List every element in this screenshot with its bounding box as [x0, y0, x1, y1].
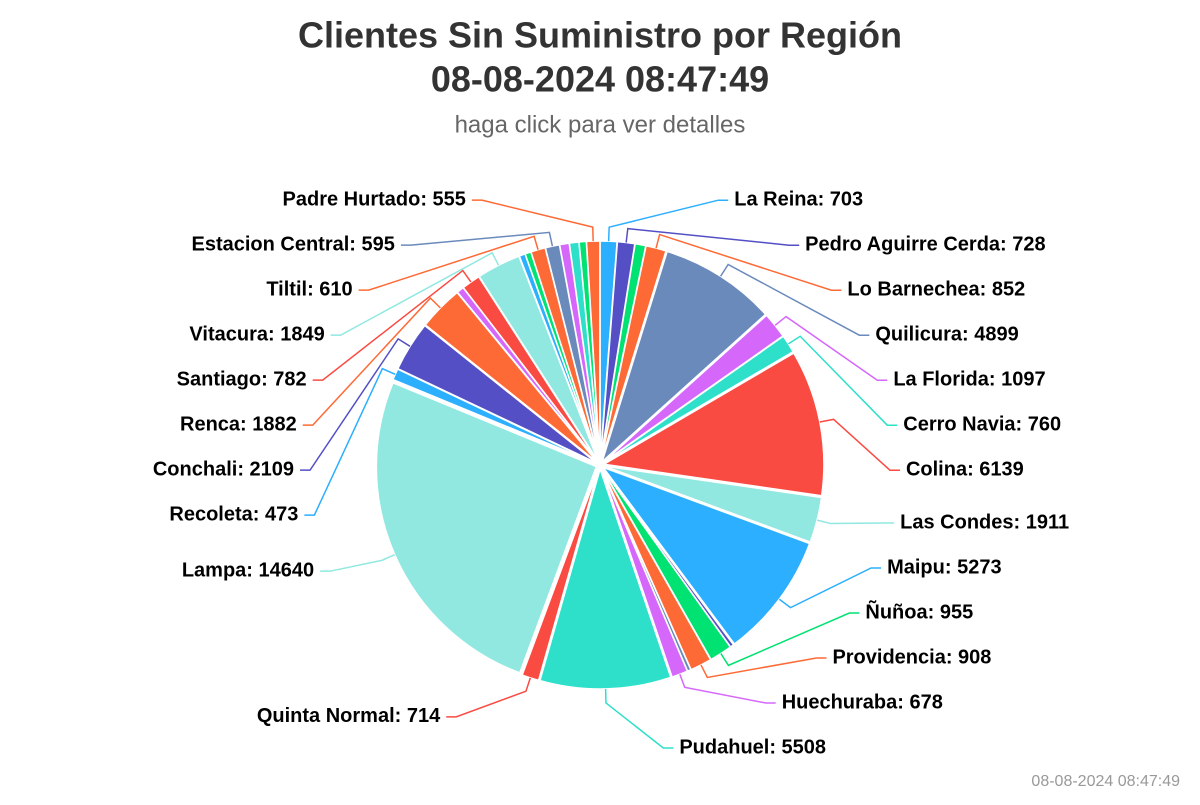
data-label: Tiltil: 610	[266, 278, 352, 300]
connector	[774, 315, 888, 381]
connector	[816, 519, 895, 525]
pie-slice[interactable]	[538, 466, 672, 690]
connector	[330, 251, 500, 336]
chart-subtitle: haga click para ver detalles	[455, 111, 746, 138]
pie-slice[interactable]	[585, 240, 601, 462]
chart-title: Clientes Sin Suministro por Región	[298, 15, 902, 56]
data-label: Renca: 1882	[180, 413, 297, 435]
data-label: La Florida: 1097	[893, 368, 1045, 390]
data-label: Vitacura: 1849	[189, 323, 324, 345]
connector	[358, 235, 539, 291]
data-label: Recoleta: 473	[169, 503, 298, 525]
data-label: Huechuraba: 678	[782, 691, 943, 713]
data-label: Estacion Central: 595	[191, 233, 394, 255]
pie-slice[interactable]	[600, 244, 667, 462]
data-label: Santiago: 782	[177, 368, 307, 390]
pie-slice[interactable]	[601, 465, 811, 646]
connector	[300, 337, 411, 471]
data-label: Cerro Navia: 760	[903, 413, 1061, 435]
data-label: Maipu: 5273	[887, 556, 1001, 578]
data-label: Quinta Normal: 714	[257, 705, 441, 727]
data-label: Las Condes: 1911	[900, 511, 1069, 533]
pie-slice[interactable]	[600, 250, 767, 465]
data-label: Ñuñoa: 955	[865, 600, 973, 623]
connector	[604, 688, 674, 749]
data-label: Padre Hurtado: 555	[283, 188, 466, 210]
connector	[720, 612, 860, 667]
pie-slice[interactable]	[602, 335, 795, 464]
pie-slice[interactable]	[601, 352, 825, 497]
data-label: Quilicura: 4899	[875, 323, 1018, 345]
connector	[700, 657, 827, 679]
connector	[679, 674, 776, 704]
connector	[819, 418, 900, 471]
connector	[400, 231, 554, 247]
pie-slice[interactable]	[375, 381, 598, 674]
data-label: Lo Barnechea: 852	[847, 278, 1025, 300]
connector	[320, 554, 396, 572]
connector	[312, 269, 472, 381]
connector	[302, 296, 441, 426]
data-label: Colina: 6139	[906, 458, 1024, 480]
data-label: Pudahuel: 5508	[679, 736, 826, 758]
connector	[719, 263, 870, 336]
data-label: La Reina: 703	[734, 188, 863, 210]
data-label: Providencia: 908	[832, 646, 991, 668]
connector	[655, 233, 842, 291]
connector	[304, 367, 396, 516]
data-label: Pedro Aguirre Cerda: 728	[805, 233, 1045, 255]
chart-title: 08-08-2024 08:47:49	[431, 59, 769, 100]
data-label: Lampa: 14640	[182, 559, 314, 581]
pie-slice[interactable]	[396, 324, 598, 464]
connector	[625, 227, 800, 246]
connector	[471, 199, 594, 242]
connector	[446, 677, 532, 718]
connector	[778, 567, 882, 609]
connector	[788, 335, 898, 426]
connector	[607, 199, 729, 242]
credit: 08-08-2024 08:47:49	[1031, 773, 1180, 790]
data-label: Conchali: 2109	[153, 458, 294, 480]
